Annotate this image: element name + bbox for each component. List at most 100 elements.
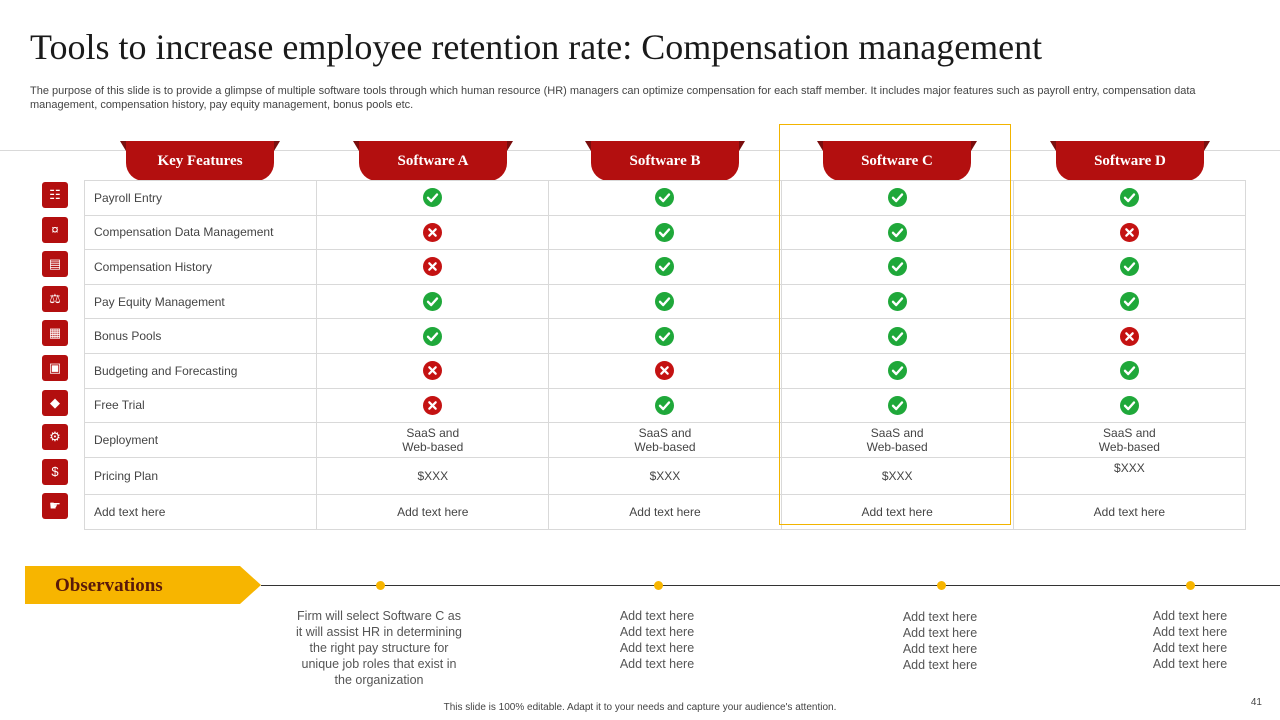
check-icon xyxy=(887,326,907,346)
check-icon xyxy=(1119,257,1139,277)
extra-value: Add text here xyxy=(1012,494,1247,530)
cross-icon xyxy=(655,361,675,381)
pricing-value: $XXX xyxy=(316,456,550,496)
table-row: Pricing Plan $XXX $XXX $XXX $XXX xyxy=(83,456,1247,496)
check-icon xyxy=(655,222,675,242)
check-icon xyxy=(1119,292,1139,312)
check-icon xyxy=(423,292,443,312)
observations-label: Observations xyxy=(55,575,163,596)
document-icon: ☷ xyxy=(42,182,68,208)
budget-icon: ▣ xyxy=(42,355,68,381)
header-ear xyxy=(1050,141,1210,151)
check-icon xyxy=(887,395,907,415)
comparison-table: Payroll Entry Compensation Data Managemen… xyxy=(83,180,1247,530)
feature-label: Deployment xyxy=(83,422,318,458)
header-ear xyxy=(585,141,745,151)
cross-icon xyxy=(423,257,443,277)
extra-value: Add text here xyxy=(548,494,782,530)
table-row: Pay Equity Management xyxy=(83,283,1247,320)
check-icon xyxy=(1119,361,1139,381)
pricing-value: $XXX xyxy=(1012,456,1247,496)
observation-line: it will assist HR in determining xyxy=(295,625,463,639)
cash-icon: ¤ xyxy=(42,216,68,243)
observation-line: Add text here xyxy=(1152,625,1228,639)
history-icon: ▤ xyxy=(42,251,68,278)
deployment-value: SaaS and Web-based xyxy=(1012,422,1247,458)
observation-line: Firm will select Software C as xyxy=(297,609,461,623)
header-ear xyxy=(353,141,513,151)
feature-label: Add text here xyxy=(83,494,318,530)
feature-label: Pricing Plan xyxy=(83,456,318,496)
check-icon xyxy=(1119,395,1139,415)
header-ear xyxy=(817,141,977,151)
check-icon xyxy=(423,188,443,208)
check-icon xyxy=(887,361,907,381)
table-row: Free Trial xyxy=(83,387,1247,424)
feature-label: Bonus Pools xyxy=(83,318,318,354)
deployment-value: SaaS and Web-based xyxy=(316,422,550,458)
feature-label: Compensation Data Management xyxy=(83,214,318,251)
observation-line: Add text here xyxy=(619,641,695,655)
table-row: Compensation History xyxy=(83,249,1247,285)
feature-label: Budgeting and Forecasting xyxy=(83,352,318,389)
observation-line: Add text here xyxy=(1152,609,1228,623)
observations-banner: Observations xyxy=(25,566,261,604)
scale-icon: ⚖ xyxy=(42,285,68,312)
check-icon xyxy=(423,326,443,346)
observation-text-3: Add text here Add text here Add text here A… xyxy=(860,609,1020,673)
check-icon xyxy=(655,292,675,312)
cross-icon xyxy=(423,361,443,381)
observation-text-2: Add text here Add text here Add text here A… xyxy=(577,608,737,672)
price-icon: $ xyxy=(42,458,68,485)
hand-icon: ☛ xyxy=(42,493,68,520)
observation-line: Add text here xyxy=(902,626,978,640)
table-row: Add text here Add text here Add text here A… xyxy=(83,494,1247,530)
check-icon xyxy=(655,395,675,415)
observation-line: the right pay structure for xyxy=(309,641,449,655)
observation-line: Add text here xyxy=(1152,641,1228,655)
gear-icon: ⚙ xyxy=(42,424,68,451)
observation-line: the organization xyxy=(334,673,424,687)
table-row: Budgeting and Forecasting xyxy=(83,352,1247,389)
observation-line: Add text here xyxy=(619,609,695,623)
deployment-value: SaaS and Web-based xyxy=(548,422,782,458)
check-icon xyxy=(655,326,675,346)
feature-label: Free Trial xyxy=(83,387,318,424)
extra-value: Add text here xyxy=(316,494,550,530)
table-row: Deployment SaaS and Web-based SaaS and Web-b… xyxy=(83,422,1247,458)
cross-icon xyxy=(423,222,443,242)
check-icon xyxy=(887,257,907,277)
tag-icon: ◆ xyxy=(42,389,68,416)
cross-icon xyxy=(1119,326,1139,346)
check-icon xyxy=(887,292,907,312)
check-icon xyxy=(887,188,907,208)
deployment-value: SaaS and Web-based xyxy=(780,422,1014,458)
observation-line: Add text here xyxy=(902,658,978,672)
table-row: Compensation Data Management xyxy=(83,214,1247,251)
feature-label: Payroll Entry xyxy=(83,180,318,216)
feature-label: Pay Equity Management xyxy=(83,283,318,320)
pricing-value: $XXX xyxy=(780,456,1014,496)
observation-text-4: Add text here Add text here Add text here A… xyxy=(1110,608,1270,672)
check-icon xyxy=(887,222,907,242)
observation-line: Add text here xyxy=(1152,657,1228,671)
observation-line: Add text here xyxy=(902,610,978,624)
timeline-line xyxy=(261,585,1280,586)
check-icon xyxy=(655,188,675,208)
table-row: Bonus Pools xyxy=(83,318,1247,354)
observation-line: Add text here xyxy=(619,625,695,639)
check-icon xyxy=(655,257,675,277)
page-subtitle: The purpose of this slide is to provide … xyxy=(30,85,1196,111)
timeline-dot xyxy=(937,581,946,590)
header-ear xyxy=(120,141,280,151)
page-number: 41 xyxy=(1250,697,1262,708)
timeline-dot xyxy=(376,581,385,590)
extra-value: Add text here xyxy=(780,494,1014,530)
observation-line: Add text here xyxy=(619,657,695,671)
pricing-value: $XXX xyxy=(548,456,782,496)
feature-label: Compensation History xyxy=(83,249,318,285)
table-row: Payroll Entry xyxy=(83,180,1247,216)
timeline-dot xyxy=(654,581,663,590)
observation-text-1: Firm will select Software C as it will as… xyxy=(279,608,479,688)
check-icon xyxy=(1119,188,1139,208)
